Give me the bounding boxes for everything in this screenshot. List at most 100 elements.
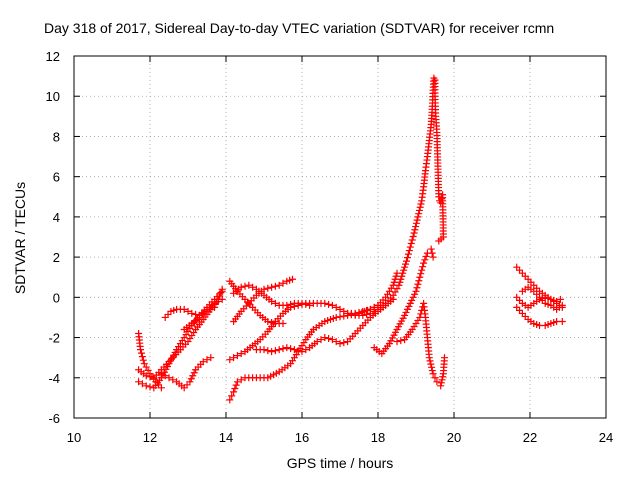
data-point xyxy=(556,295,564,303)
data-point xyxy=(419,263,427,271)
data-point xyxy=(412,287,420,295)
data-point xyxy=(370,303,378,311)
data-point xyxy=(558,317,566,325)
data-point xyxy=(421,256,429,264)
y-tick-label: 4 xyxy=(53,210,60,225)
data-point xyxy=(279,279,287,287)
data-point xyxy=(426,357,434,365)
data-point xyxy=(404,250,412,258)
data-point xyxy=(413,284,421,292)
chart-title: Day 318 of 2017, Sidereal Day-to-day VTE… xyxy=(44,20,555,36)
data-point xyxy=(390,278,398,286)
series-s21 xyxy=(518,283,566,313)
data-point xyxy=(275,346,283,354)
x-axis-label: GPS time / hours xyxy=(286,455,394,471)
data-point xyxy=(433,378,441,386)
data-point xyxy=(321,299,329,307)
data-point xyxy=(332,338,340,346)
data-point xyxy=(428,249,436,257)
series-s12 xyxy=(252,295,397,356)
data-point xyxy=(431,374,439,382)
data-point xyxy=(402,260,410,268)
data-point xyxy=(412,219,420,227)
series-s16 xyxy=(393,299,448,390)
data-point xyxy=(351,309,359,317)
x-tick-label: 12 xyxy=(143,430,157,445)
data-point xyxy=(420,259,428,267)
data-point xyxy=(283,301,291,309)
data-point xyxy=(245,281,253,289)
data-point xyxy=(290,346,298,354)
series-s7 xyxy=(226,301,382,404)
data-point xyxy=(279,319,287,327)
data-point xyxy=(137,349,145,357)
data-point xyxy=(186,378,194,386)
series-s18 xyxy=(513,263,564,305)
data-point xyxy=(232,381,240,389)
data-point xyxy=(157,384,165,392)
data-point xyxy=(321,334,329,342)
plot-frame xyxy=(73,55,607,419)
data-point xyxy=(389,281,397,289)
data-point xyxy=(192,310,200,318)
x-tick-label: 10 xyxy=(67,430,81,445)
y-tick-label: 8 xyxy=(53,129,60,144)
data-point xyxy=(268,283,276,291)
data-point xyxy=(135,378,143,386)
data-point xyxy=(438,376,446,384)
data-point xyxy=(233,378,241,386)
y-tick-label: 10 xyxy=(46,89,60,104)
data-point xyxy=(211,299,219,307)
data-point xyxy=(409,232,417,240)
data-point xyxy=(427,245,435,253)
data-point xyxy=(228,392,236,400)
data-point xyxy=(161,372,169,380)
data-point xyxy=(393,269,401,277)
data-point xyxy=(411,290,419,298)
data-point xyxy=(406,243,414,251)
data-point xyxy=(207,354,215,362)
series-s6 xyxy=(180,295,226,334)
data-point xyxy=(336,313,344,321)
data-point xyxy=(188,309,196,317)
x-tick-label: 24 xyxy=(599,430,613,445)
data-point xyxy=(226,396,234,404)
data-point xyxy=(400,266,408,274)
data-point xyxy=(416,273,424,281)
y-tick-label: 6 xyxy=(53,170,60,185)
data-point xyxy=(138,353,146,361)
data-point xyxy=(393,338,401,346)
data-point xyxy=(241,282,249,290)
data-point xyxy=(190,369,198,377)
data-point xyxy=(401,263,409,271)
axes xyxy=(73,55,607,419)
data-point xyxy=(428,367,436,375)
data-point xyxy=(325,300,333,308)
y-tick-label: 12 xyxy=(46,49,60,64)
data-point xyxy=(237,350,245,358)
series-s19 xyxy=(513,303,566,329)
data-point xyxy=(268,348,276,356)
data-point xyxy=(391,275,399,283)
data-point xyxy=(142,372,150,380)
data-point xyxy=(418,266,426,274)
data-point xyxy=(416,203,424,211)
data-point xyxy=(336,305,344,313)
data-point xyxy=(233,352,241,360)
data-point xyxy=(317,336,325,344)
data-point xyxy=(199,358,207,366)
data-point xyxy=(397,337,405,345)
data-point xyxy=(187,375,195,383)
data-point xyxy=(271,347,279,355)
data-point xyxy=(268,318,276,326)
data-point xyxy=(411,226,419,234)
data-point xyxy=(340,339,348,347)
data-point xyxy=(180,305,188,313)
data-point xyxy=(279,345,287,353)
x-tick-label: 22 xyxy=(523,430,537,445)
data-point xyxy=(165,374,173,382)
data-point xyxy=(203,356,211,364)
data-point xyxy=(146,383,154,391)
series-s17 xyxy=(431,76,447,245)
y-tick-label: -4 xyxy=(48,371,60,386)
